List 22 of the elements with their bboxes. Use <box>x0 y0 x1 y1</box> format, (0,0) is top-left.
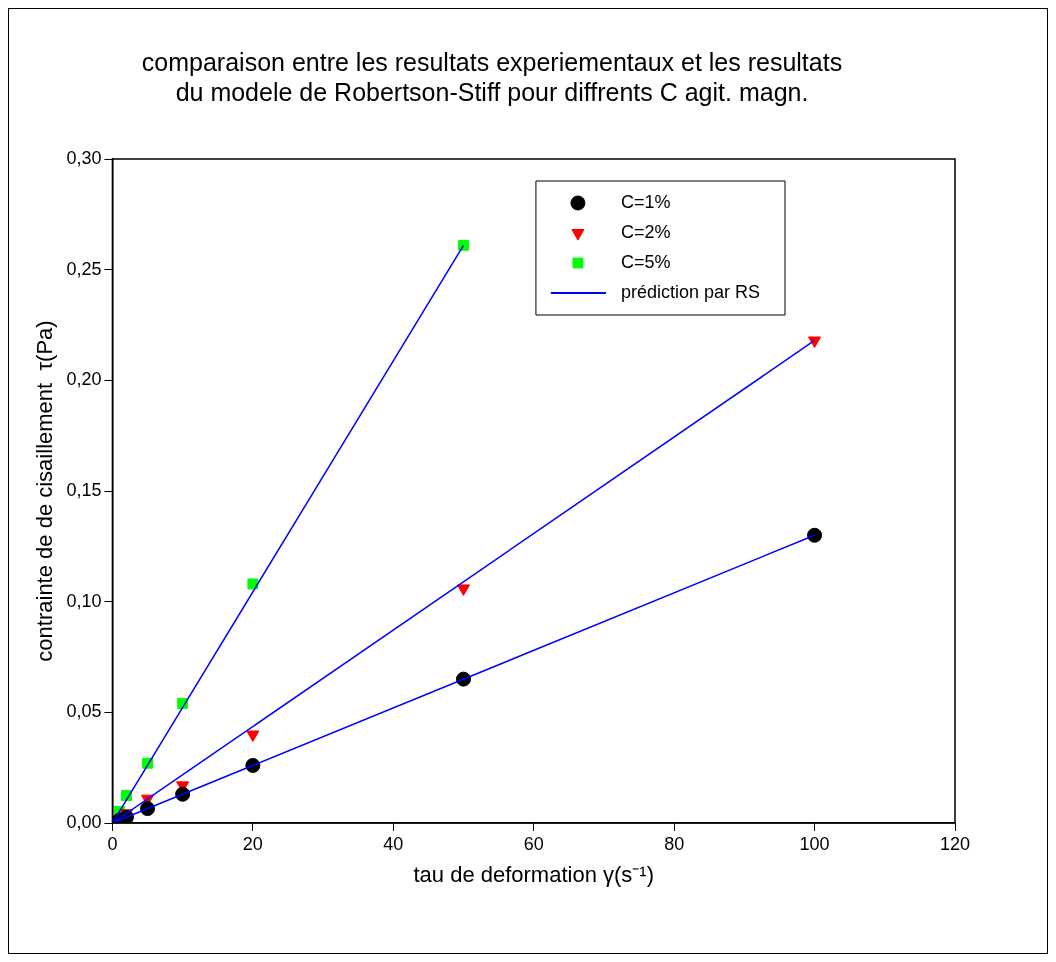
legend-label: C=2% <box>620 221 671 242</box>
x-tick-label: 120 <box>939 833 971 854</box>
y-tick-label: 0,00 <box>66 811 102 832</box>
legend-label: C=5% <box>620 251 671 272</box>
x-tick-label: 80 <box>664 833 685 854</box>
x-tick-label: 60 <box>523 833 544 854</box>
legend-label: prédiction par RS <box>620 281 761 302</box>
y-tick-label: 0,05 <box>66 701 102 722</box>
y-axis-title: contrainte de de cisaillement τ(Pa) <box>32 320 58 662</box>
y-tick-label: 0,10 <box>66 590 102 611</box>
text: comparaison entre les resultats experiementaux et les resultats <box>141 47 843 76</box>
y-tick-label: 0,15 <box>66 479 102 500</box>
text: du modele de Robertson-Stiff pour diffrents C agit. magn. <box>175 77 809 106</box>
x-tick-label: 0 <box>107 833 118 854</box>
y-tick-label: 0,20 <box>66 369 102 390</box>
y-tick-label: 0,30 <box>66 147 102 168</box>
legend-label: C=1% <box>620 191 671 212</box>
x-tick-label: 20 <box>242 833 263 854</box>
x-tick-label: 100 <box>799 833 830 854</box>
x-axis-title: tau de deformation γ(s⁻¹) <box>413 861 654 887</box>
x-tick-label: 40 <box>383 833 404 854</box>
y-tick-label: 0,25 <box>66 258 102 279</box>
